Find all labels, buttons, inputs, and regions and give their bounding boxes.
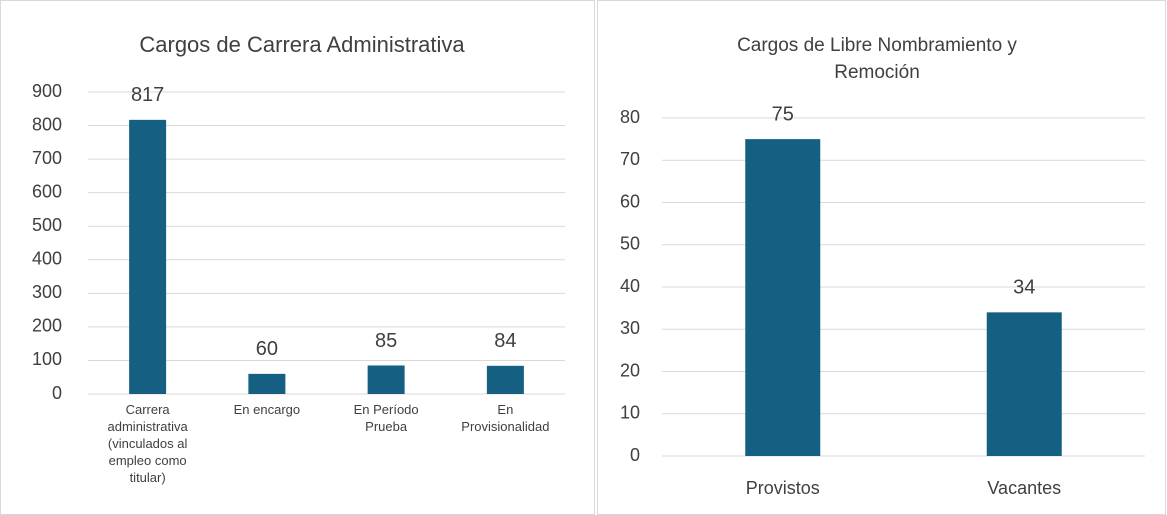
data-label: 85 [375,330,397,352]
y-tick-label: 50 [620,234,640,254]
x-tick-label-line: titular) [130,470,166,485]
chart-title: Cargos de Libre Nombramiento y Remoción [737,35,1017,83]
chart-frame [597,0,1166,515]
chart-title: Cargos de Carrera Administrativa [139,32,465,57]
x-tick-label-line: En Período [354,402,419,417]
y-tick-label: 10 [620,403,640,423]
y-tick-label: 40 [620,276,640,296]
y-tick-label: 30 [620,318,640,338]
x-tick-label-line: Carrera [126,402,171,417]
chart-title-line: Cargos de Libre Nombramiento y [737,35,1017,56]
x-tick-label-line: Provistos [746,478,820,498]
x-tick-label: En encargo [234,402,301,417]
x-tick-label-line: empleo como [109,453,187,468]
y-tick-label: 80 [620,107,640,127]
y-tick-label: 900 [32,81,62,101]
bar [248,373,286,394]
y-tick-label: 100 [32,349,62,369]
y-tick-label: 20 [620,360,640,380]
x-tick-label: Provistos [746,478,820,498]
y-tick-label: 600 [32,181,62,201]
bar [986,312,1062,456]
data-label: 84 [494,330,516,352]
x-tick-label-line: administrativa [108,419,189,434]
x-tick-label: En Provisionalidad [461,402,549,434]
data-label: 34 [1013,277,1035,299]
x-tick-label-line: (vinculados al [108,436,188,451]
y-tick-label: 300 [32,282,62,302]
x-tick-label-line: En [497,402,513,417]
x-tick-label-line: En encargo [234,402,301,417]
y-tick-label: 60 [620,191,640,211]
x-tick-label-line: Provisionalidad [461,419,549,434]
chart-title-line: Remoción [834,62,920,83]
x-tick-label: En Período Prueba [354,402,419,434]
y-tick-label: 70 [620,149,640,169]
x-tick-label-line: Prueba [365,419,408,434]
y-tick-label: 700 [32,148,62,168]
x-tick-label: Vacantes [987,478,1061,498]
y-tick-label: 0 [52,383,62,403]
data-label: 60 [256,338,278,360]
bar [367,365,405,394]
chart-title-line: Cargos de Carrera Administrativa [139,32,465,57]
chart-frame [0,0,595,515]
data-label: 817 [131,84,164,106]
y-tick-label: 800 [32,114,62,134]
data-label: 75 [772,103,794,125]
bar [129,119,167,395]
x-tick-label: Carrera administrativa (vinculados al emple… [108,402,189,485]
y-tick-label: 500 [32,215,62,235]
bar [745,139,821,456]
y-tick-label: 0 [630,445,640,465]
y-tick-label: 400 [32,249,62,269]
bar [486,365,524,394]
y-tick-label: 200 [32,316,62,336]
x-tick-label-line: Vacantes [987,478,1061,498]
